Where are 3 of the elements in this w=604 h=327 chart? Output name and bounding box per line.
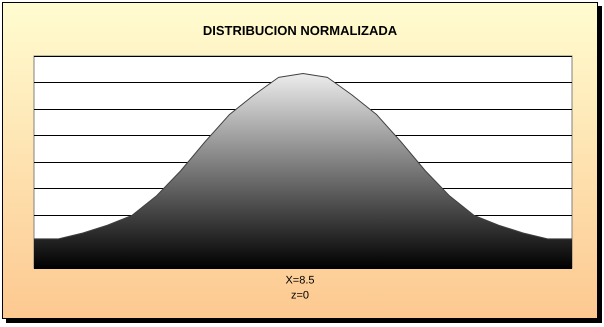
chart-title: DISTRIBUCION NORMALIZADA: [202, 23, 398, 38]
text: z=0: [290, 290, 310, 302]
text: X=8.5: [285, 274, 315, 286]
